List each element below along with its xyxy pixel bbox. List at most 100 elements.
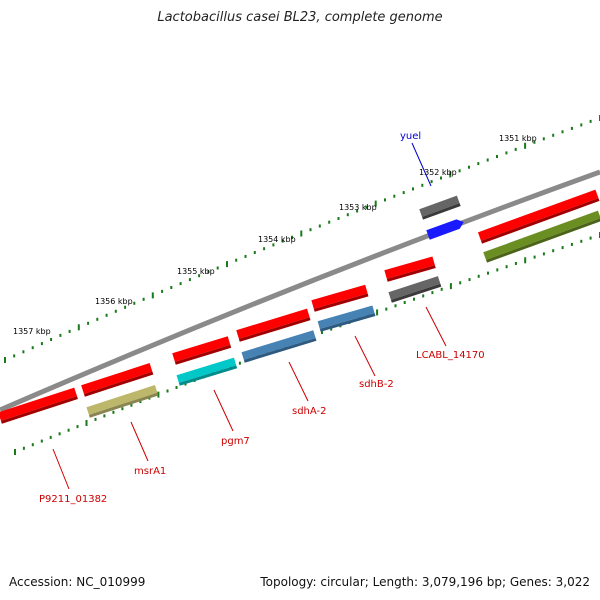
outer-scale-tick bbox=[505, 151, 508, 155]
inner-scale-tick bbox=[496, 268, 499, 272]
outer-scale-tick bbox=[105, 313, 108, 317]
inner-scale-tick bbox=[321, 331, 323, 334]
outer-scale-tick bbox=[68, 329, 71, 333]
outer-scale-tick bbox=[124, 305, 127, 309]
outer-scale-tick bbox=[393, 194, 396, 198]
inner-scale-tick bbox=[505, 265, 508, 269]
outer-scale-tick bbox=[87, 321, 90, 325]
inner-scale-tick bbox=[580, 239, 583, 243]
inner-scale-tick bbox=[40, 439, 43, 443]
outer-scale-tick bbox=[477, 162, 480, 166]
outer-scale-tick bbox=[412, 187, 414, 191]
feature-cds-7[interactable] bbox=[477, 189, 600, 244]
inner-scale-tick bbox=[166, 389, 169, 393]
gene-label-p9211-01382: P9211_01382 bbox=[39, 494, 107, 505]
outer-scale-tick bbox=[50, 338, 53, 341]
feature-cds-1[interactable] bbox=[0, 387, 78, 424]
outer-scale-tick bbox=[291, 235, 293, 239]
inner-scale-tick bbox=[468, 278, 471, 282]
outer-scale-tick bbox=[421, 183, 424, 187]
feature-gene-olive[interactable] bbox=[483, 210, 600, 263]
inner-scale-tick bbox=[22, 446, 25, 450]
label-line-pgm7 bbox=[213, 389, 234, 432]
inner-scale-tick bbox=[130, 403, 133, 407]
inner-scale-tick bbox=[14, 449, 16, 455]
outer-scale-tick bbox=[216, 266, 219, 270]
feature-cds-2[interactable] bbox=[81, 363, 154, 397]
outer-scale-tick bbox=[440, 176, 442, 180]
outer-scale-tick bbox=[346, 213, 349, 217]
outer-scale-tick bbox=[524, 142, 527, 149]
label-line-sdhb bbox=[354, 335, 376, 377]
feature-gene-steel-1[interactable] bbox=[241, 330, 317, 363]
outer-scale-tick bbox=[179, 282, 182, 286]
outer-scale-tick bbox=[59, 333, 62, 337]
outer-scale-tick bbox=[151, 292, 154, 299]
outer-scale-tick bbox=[188, 278, 191, 282]
outer-scale-tick bbox=[114, 309, 117, 313]
inner-scale-tick bbox=[477, 274, 480, 278]
outer-scale-tick bbox=[318, 224, 321, 228]
outer-scale-tick bbox=[580, 123, 583, 127]
scale-label-1356: 1356 kbp bbox=[95, 297, 133, 306]
outer-scale-tick bbox=[356, 209, 359, 213]
feature-cds-4[interactable] bbox=[236, 308, 311, 342]
gene-label-msra1: msrA1 bbox=[134, 466, 166, 477]
outer-scale-tick bbox=[4, 357, 6, 363]
outer-scale-tick bbox=[207, 270, 210, 274]
label-line-yuel bbox=[411, 142, 432, 187]
outer-scale-tick bbox=[272, 243, 275, 247]
outer-scale-tick bbox=[365, 205, 368, 209]
inner-scale-tick bbox=[542, 252, 545, 256]
outer-scale-tick bbox=[244, 254, 247, 258]
outer-scale-tick bbox=[77, 324, 80, 331]
outer-scale-tick bbox=[561, 130, 564, 134]
scale-label-1353: 1353 kbp bbox=[339, 203, 377, 212]
label-line-p9211 bbox=[52, 448, 70, 490]
gene-label-yuel: yuel bbox=[400, 131, 421, 142]
inner-scale-tick bbox=[330, 327, 333, 331]
outer-scale-tick bbox=[31, 346, 34, 350]
feature-gene-cyan[interactable] bbox=[176, 357, 238, 386]
outer-scale-tick bbox=[300, 230, 303, 237]
inner-scale-tick bbox=[376, 309, 379, 316]
outer-scale-ticks bbox=[4, 115, 600, 363]
feature-gene-gray-2[interactable] bbox=[419, 195, 461, 220]
outer-scale-tick bbox=[253, 251, 256, 254]
outer-scale-tick bbox=[384, 198, 386, 202]
inner-scale-tick bbox=[524, 257, 527, 264]
inner-scale-tick bbox=[422, 294, 425, 298]
feature-cds-6[interactable] bbox=[384, 256, 436, 282]
inner-scale-tick bbox=[394, 304, 397, 308]
inner-scale-tick bbox=[440, 287, 443, 291]
outer-scale-tick bbox=[430, 180, 433, 184]
outer-scale-tick bbox=[309, 228, 312, 232]
inner-scale-tick bbox=[570, 242, 573, 246]
label-line-sdha bbox=[288, 361, 309, 402]
feature-cds-3[interactable] bbox=[172, 336, 232, 365]
outer-scale-tick bbox=[589, 119, 592, 123]
outer-scale-tick bbox=[226, 261, 228, 268]
outer-scale-tick bbox=[161, 289, 164, 293]
inner-scale-tick bbox=[67, 428, 70, 432]
inner-scale-tick bbox=[112, 410, 115, 414]
inner-scale-tick bbox=[561, 246, 564, 250]
inner-scale-tick bbox=[403, 301, 406, 304]
feature-gene-gray-1[interactable] bbox=[388, 276, 442, 303]
feature-gene-steel-2[interactable] bbox=[317, 305, 376, 332]
outer-scale-tick bbox=[22, 350, 25, 354]
gene-label-pgm7: pgm7 bbox=[221, 436, 250, 447]
feature-gene-khaki[interactable] bbox=[86, 384, 159, 418]
outer-scale-tick bbox=[337, 217, 340, 220]
outer-scale-tick bbox=[133, 301, 136, 305]
outer-scale-tick bbox=[449, 171, 452, 178]
feature-gene-yuel[interactable] bbox=[426, 217, 465, 240]
outer-scale-tick bbox=[40, 342, 43, 346]
inner-scale-tick bbox=[76, 425, 79, 429]
scale-label-1355: 1355 kbp bbox=[177, 267, 215, 276]
outer-scale-tick bbox=[263, 247, 266, 251]
map-title: Lactobacillus casei BL23, complete genom… bbox=[157, 10, 443, 25]
feature-cds-5[interactable] bbox=[311, 284, 369, 312]
inner-scale-tick bbox=[94, 417, 97, 421]
